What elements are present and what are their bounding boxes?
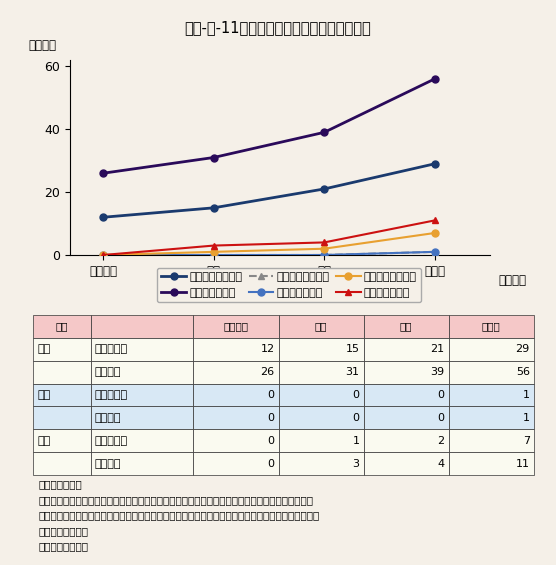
Text: 0: 0 (353, 390, 360, 400)
Text: 0: 0 (438, 390, 445, 400)
Text: 年度: 年度 (56, 321, 68, 332)
Text: 0: 0 (267, 390, 275, 400)
Text: 26: 26 (260, 367, 275, 377)
Bar (364, 315, 449, 338)
Text: 1: 1 (353, 436, 360, 446)
Bar (33, 406, 91, 429)
Text: 第３-２-11図　　連携大学院制度の活用状況: 第３-２-11図 連携大学院制度の活用状況 (185, 20, 371, 35)
Bar (91, 338, 193, 360)
Bar (193, 452, 279, 475)
Bar (193, 384, 279, 406)
Bar (449, 406, 534, 429)
Bar (279, 452, 364, 475)
Bar (279, 384, 364, 406)
Bar (91, 360, 193, 384)
Text: 0: 0 (267, 413, 275, 423)
Bar (33, 315, 91, 338)
Bar (364, 406, 449, 429)
Text: 活用大学数: 活用大学数 (95, 390, 128, 400)
Text: 平成７年: 平成７年 (224, 321, 249, 332)
Text: ９年: ９年 (400, 321, 413, 332)
Bar (364, 360, 449, 384)
Bar (91, 384, 193, 406)
Text: 0: 0 (438, 413, 445, 423)
Bar (449, 338, 534, 360)
Text: 56: 56 (516, 367, 530, 377)
Text: 私立: 私立 (37, 436, 51, 446)
Text: 0: 0 (267, 459, 275, 468)
Text: （年度）: （年度） (498, 275, 527, 288)
Bar (449, 384, 534, 406)
Bar (193, 338, 279, 360)
Bar (91, 452, 193, 475)
Text: 11: 11 (516, 459, 530, 468)
Text: 2: 2 (438, 436, 445, 446)
Text: 研究科数: 研究科数 (95, 367, 121, 377)
Text: 実施するもの。: 実施するもの。 (38, 526, 88, 536)
Text: 0: 0 (267, 436, 275, 446)
Text: 1: 1 (523, 390, 530, 400)
Text: ることが認められており、（大学院設置基準第１３号）、連携大学院方式は、この制度を組織的に: ることが認められており、（大学院設置基準第１３号）、連携大学院方式は、この制度を… (38, 511, 320, 520)
Bar (279, 338, 364, 360)
Text: 大学院が教育上有益と認めるときは、大学院の学生が研究所等において必要な研究指導を受け: 大学院が教育上有益と認めるときは、大学院の学生が研究所等において必要な研究指導を… (38, 495, 314, 505)
Bar (193, 315, 279, 338)
Bar (193, 360, 279, 384)
Text: 15: 15 (346, 344, 360, 354)
Text: 資料：文部省調べ: 資料：文部省調べ (38, 541, 88, 551)
Text: 3: 3 (353, 459, 360, 468)
Bar (364, 452, 449, 475)
Text: 1: 1 (523, 413, 530, 423)
Text: 21: 21 (430, 344, 445, 354)
Text: 国立: 国立 (37, 344, 51, 354)
Bar (33, 429, 91, 452)
Text: 活用大学数: 活用大学数 (95, 436, 128, 446)
Bar (33, 384, 91, 406)
Bar (364, 429, 449, 452)
Bar (33, 452, 91, 475)
Bar (449, 429, 534, 452)
Text: 12: 12 (260, 344, 275, 354)
Bar (279, 429, 364, 452)
Bar (279, 406, 364, 429)
Text: （件数）: （件数） (28, 39, 56, 52)
Bar (33, 338, 91, 360)
Bar (279, 360, 364, 384)
Bar (364, 338, 449, 360)
Text: ８年: ８年 (315, 321, 327, 332)
Text: 注）制度の概要: 注）制度の概要 (38, 480, 82, 490)
Text: 研究科数: 研究科数 (95, 459, 121, 468)
Text: 研究科数: 研究科数 (95, 413, 121, 423)
Bar (91, 315, 193, 338)
Bar (449, 315, 534, 338)
Bar (91, 406, 193, 429)
Text: 39: 39 (430, 367, 445, 377)
Text: 31: 31 (346, 367, 360, 377)
Bar (91, 429, 193, 452)
Bar (364, 384, 449, 406)
Bar (193, 429, 279, 452)
Bar (449, 452, 534, 475)
Bar (449, 360, 534, 384)
Bar (33, 360, 91, 384)
Text: 7: 7 (523, 436, 530, 446)
Bar (279, 315, 364, 338)
Text: 0: 0 (353, 413, 360, 423)
Text: １０年: １０年 (482, 321, 500, 332)
Text: 4: 4 (438, 459, 445, 468)
Text: 活用大学数: 活用大学数 (95, 344, 128, 354)
Legend: 国立　活用大学数, 国立　研究科数, 公立　活用大学数, 公立　研究科数, 私立　活用大学数, 私立　研究科数: 国立 活用大学数, 国立 研究科数, 公立 活用大学数, 公立 研究科数, 私立… (157, 268, 421, 302)
Text: 29: 29 (515, 344, 530, 354)
Bar (193, 406, 279, 429)
Text: 公立: 公立 (37, 390, 51, 400)
